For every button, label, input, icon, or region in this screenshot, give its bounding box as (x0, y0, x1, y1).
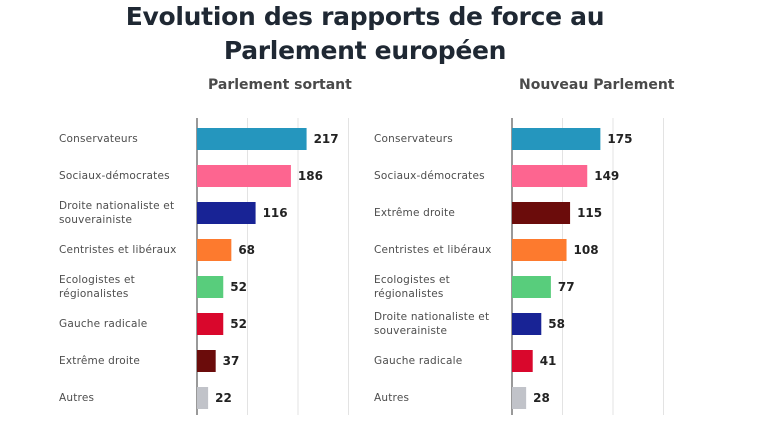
category-label: Centristes et libéraux (374, 244, 492, 256)
category-label: Ecologistes et régionalistes (59, 274, 135, 300)
bar-centristes-et-liberaux (512, 239, 567, 261)
value-label: 52 (230, 317, 247, 331)
category-label: Sociaux-démocrates (374, 170, 485, 182)
bar-gauche-radicale (512, 350, 533, 372)
category-label: Ecologistes et régionalistes (374, 274, 450, 300)
bar-ecologistes-et-regionalistes (197, 276, 224, 298)
bar-autres (197, 387, 209, 409)
category-label: Extrême droite (374, 207, 456, 219)
value-label: 28 (533, 391, 550, 405)
category-label: Droite nationaliste et souverainiste (374, 311, 490, 337)
bar-conservateurs (512, 128, 601, 150)
panel-title-nouveau: Nouveau Parlement (519, 77, 675, 93)
bar-gauche-radicale (197, 313, 224, 335)
bar-autres (512, 387, 527, 409)
value-label: 41 (539, 354, 557, 368)
chart-title: Evolution des rapports de force au Parle… (125, 2, 605, 65)
bar-extreme-droite (512, 202, 571, 224)
category-label: Gauche radicale (374, 355, 463, 367)
category-label: Centristes et libéraux (59, 244, 177, 256)
value-label: 77 (557, 280, 575, 294)
value-label: 52 (230, 280, 247, 294)
category-label: Autres (374, 392, 410, 404)
category-label: Autres (59, 392, 95, 404)
category-label: Droite nationaliste et souverainiste (59, 200, 175, 226)
value-label: 175 (607, 132, 633, 146)
value-label: 186 (297, 169, 323, 183)
value-label: 108 (573, 243, 599, 257)
bar-ecologistes-et-regionalistes (512, 276, 551, 298)
value-label: 68 (238, 243, 256, 257)
bar-extreme-droite (197, 350, 216, 372)
bar-conservateurs (197, 128, 307, 150)
category-label: Conservateurs (59, 133, 138, 145)
bar-sociaux-democrates (197, 165, 291, 187)
value-label: 149 (594, 169, 620, 183)
category-label: Sociaux-démocrates (59, 170, 170, 182)
bar-droite-nationaliste-et-souverainiste (197, 202, 256, 224)
value-label: 217 (313, 132, 339, 146)
bar-centristes-et-liberaux (197, 239, 232, 261)
category-label: Conservateurs (374, 133, 453, 145)
value-label: 58 (548, 317, 565, 331)
value-label: 22 (215, 391, 232, 405)
bar-sociaux-democrates (512, 165, 588, 187)
category-label: Gauche radicale (59, 318, 148, 330)
value-label: 37 (222, 354, 240, 368)
value-label: 116 (262, 206, 288, 220)
panel-title-sortant: Parlement sortant (208, 77, 352, 93)
category-label: Extrême droite (59, 355, 141, 367)
value-label: 115 (577, 206, 603, 220)
bar-droite-nationaliste-et-souverainiste (512, 313, 542, 335)
